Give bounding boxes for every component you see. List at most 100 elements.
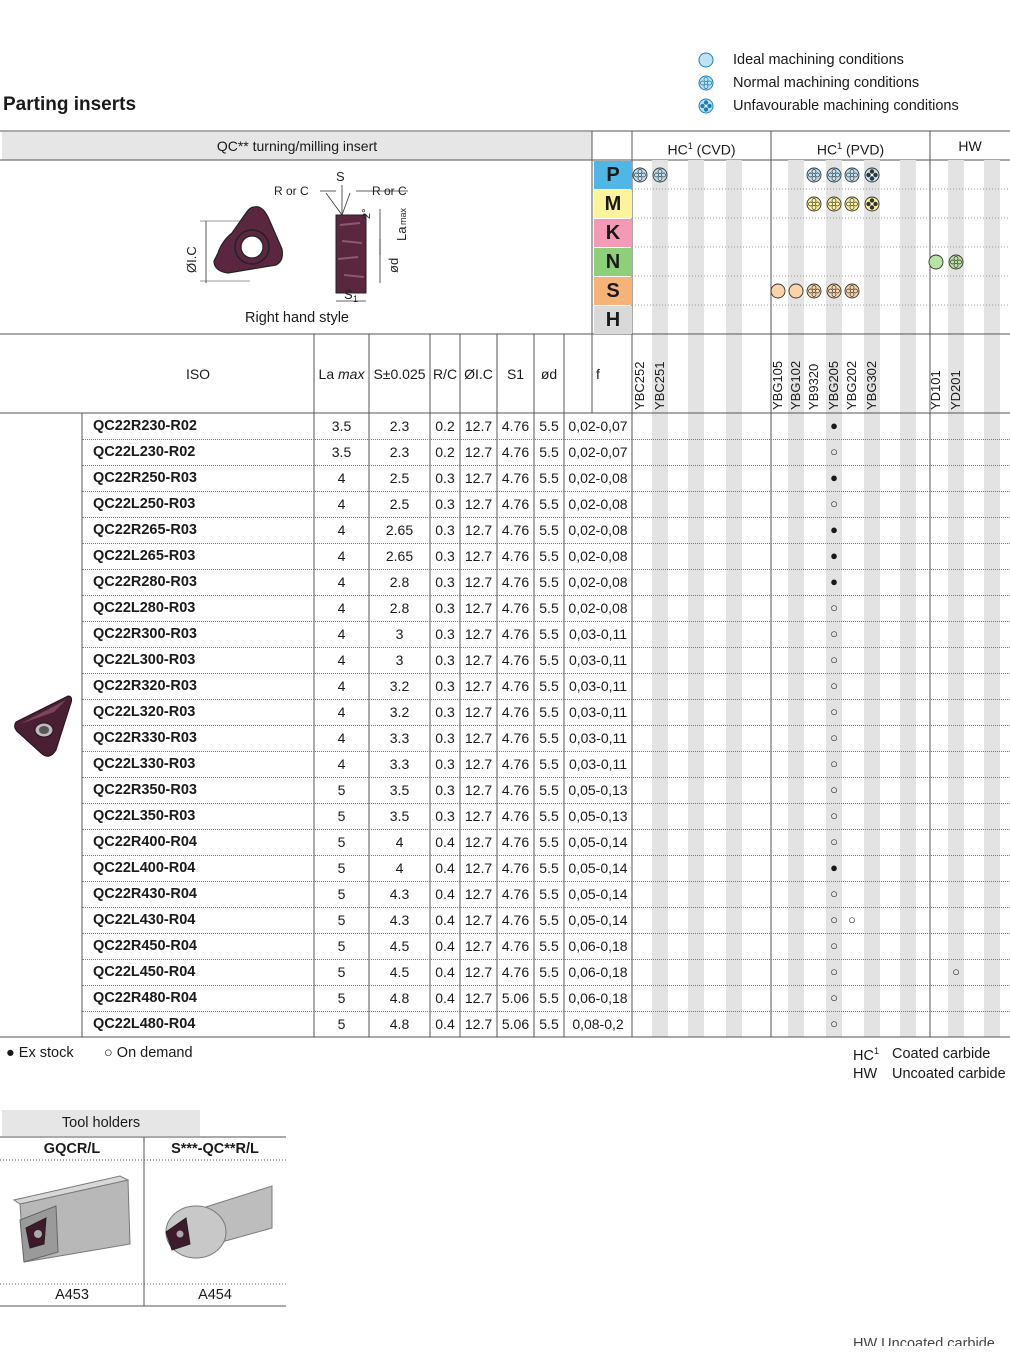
la-label: La (394, 226, 409, 241)
row-divider (82, 621, 1010, 622)
row-divider (82, 829, 1010, 830)
row-code: QC22R230-R02 (93, 418, 197, 434)
cell-od: 5.5 (539, 730, 559, 746)
cell-ic: 12.7 (464, 574, 493, 590)
row-divider (82, 569, 1010, 570)
cell-od: 5.5 (539, 808, 559, 824)
cell-s: 4 (395, 834, 404, 850)
row-code: QC22R430-R04 (93, 886, 197, 902)
row-divider (82, 439, 1010, 440)
cell-ic: 12.7 (464, 548, 493, 564)
grade-label-ybg105: YBG105 (770, 360, 785, 410)
cell-la: 4 (337, 574, 346, 590)
cell-od: 5.5 (539, 522, 559, 538)
row-code: QC22L350-R03 (93, 808, 196, 824)
cell-od: 5.5 (539, 600, 559, 616)
row-divider (82, 959, 1010, 960)
table-frame (0, 130, 1010, 1038)
row-code: QC22R400-R04 (93, 834, 197, 850)
row-divider (82, 933, 1010, 934)
cell-la: 5 (337, 938, 346, 954)
group-hw: HW (930, 132, 1010, 160)
group-cvd-label: HC (667, 141, 688, 158)
cell-od: 5.5 (539, 626, 559, 642)
cell-s1: 4.76 (501, 600, 530, 616)
grade-label-ybc252: YBC252 (632, 361, 647, 410)
cell-ic: 12.7 (464, 860, 493, 876)
cell-ic: 12.7 (464, 522, 493, 538)
suitability-normal-icon (826, 283, 842, 299)
s1-label: S (344, 287, 353, 302)
on-demand-circle: ○ (830, 652, 838, 667)
cell-la: 4 (337, 730, 346, 746)
cell-s: 3.5 (389, 808, 410, 824)
grade-label-ybc251: YBC251 (652, 361, 667, 410)
row-code: QC22L230-R02 (93, 444, 196, 460)
cell-od: 5.5 (539, 548, 559, 564)
cell-od: 5.5 (539, 652, 559, 668)
row-code: QC22L265-R03 (93, 548, 196, 564)
row-code: QC22L430-R04 (93, 912, 196, 928)
suitability-normal-icon (806, 283, 822, 299)
cell-rc: 0.3 (435, 808, 455, 824)
grade-label-ybg205: YBG205 (826, 360, 841, 410)
cell-f: 0,05-0,14 (568, 860, 628, 876)
row-divider (82, 517, 1010, 518)
cell-f: 0,03-0,11 (568, 756, 628, 772)
row-code: QC22R265-R03 (93, 522, 197, 538)
diagram-caption: Right hand style (245, 310, 349, 326)
cell-la: 4 (337, 678, 346, 694)
cell-s: 3.3 (389, 756, 410, 772)
suitability-ideal-icon (788, 283, 804, 299)
cell-s: 3.2 (389, 678, 410, 694)
cell-s1: 4.76 (501, 730, 530, 746)
cell-s: 4.3 (389, 912, 410, 928)
cell-od: 5.5 (539, 470, 559, 486)
row-divider (82, 595, 1010, 596)
suitability-normal-icon (948, 254, 964, 270)
cell-s1: 4.76 (501, 444, 530, 460)
cell-f: 0,06-0,18 (568, 964, 628, 980)
grade-label-yd201: YD201 (948, 370, 963, 410)
col-s1: S1 (506, 366, 525, 382)
cell-rc: 0.4 (435, 1016, 455, 1032)
on-demand-circle: ○ (830, 704, 838, 719)
cell-s: 4.8 (389, 990, 410, 1006)
on-demand-circle: ○ (830, 990, 838, 1005)
cell-od: 5.5 (539, 860, 559, 876)
col-od: ød (540, 366, 558, 382)
on-demand-circle: ○ (830, 626, 838, 641)
cell-s1: 4.76 (501, 808, 530, 824)
row-code: QC22L300-R03 (93, 652, 196, 668)
cell-s: 2.5 (389, 470, 410, 486)
suitability-unfav-icon (864, 196, 880, 212)
cell-s1: 4.76 (501, 470, 530, 486)
cell-rc: 0.3 (435, 678, 455, 694)
group-pvd-suffix: (PVD) (842, 141, 885, 158)
suitability-normal-icon (652, 167, 668, 183)
on-demand-circle: ○ (830, 600, 838, 615)
cell-f: 0,05-0,14 (568, 886, 628, 902)
cell-s1: 4.76 (501, 652, 530, 668)
on-demand-circle: ○ (830, 756, 838, 771)
suitability-normal-icon (806, 167, 822, 183)
cell-ic: 12.7 (464, 990, 493, 1006)
row-code: QC22L320-R03 (93, 704, 196, 720)
unfavourable-flower-icon (698, 98, 714, 114)
cell-rc: 0.4 (435, 834, 455, 850)
group-pvd: HC1 (PVD) (771, 132, 930, 164)
grade-stripe (948, 160, 964, 1037)
row-divider (82, 647, 1010, 648)
cell-f: 0,03-0,11 (568, 678, 628, 694)
insert-diagram: ØI.C S R or C R or C 2° La max ød S 1 (184, 169, 409, 304)
hc-desc: Coated carbide (892, 1046, 991, 1062)
row-code: QC22R450-R04 (93, 938, 197, 954)
cell-s: 4.5 (389, 964, 410, 980)
cell-la: 4 (337, 704, 346, 720)
cell-ic: 12.7 (464, 704, 493, 720)
cell-ic: 12.7 (464, 730, 493, 746)
cell-rc: 0.3 (435, 626, 455, 642)
on-demand-circle: ○ (830, 496, 838, 511)
cell-la: 4 (337, 626, 346, 642)
cell-s: 2.3 (389, 444, 410, 460)
